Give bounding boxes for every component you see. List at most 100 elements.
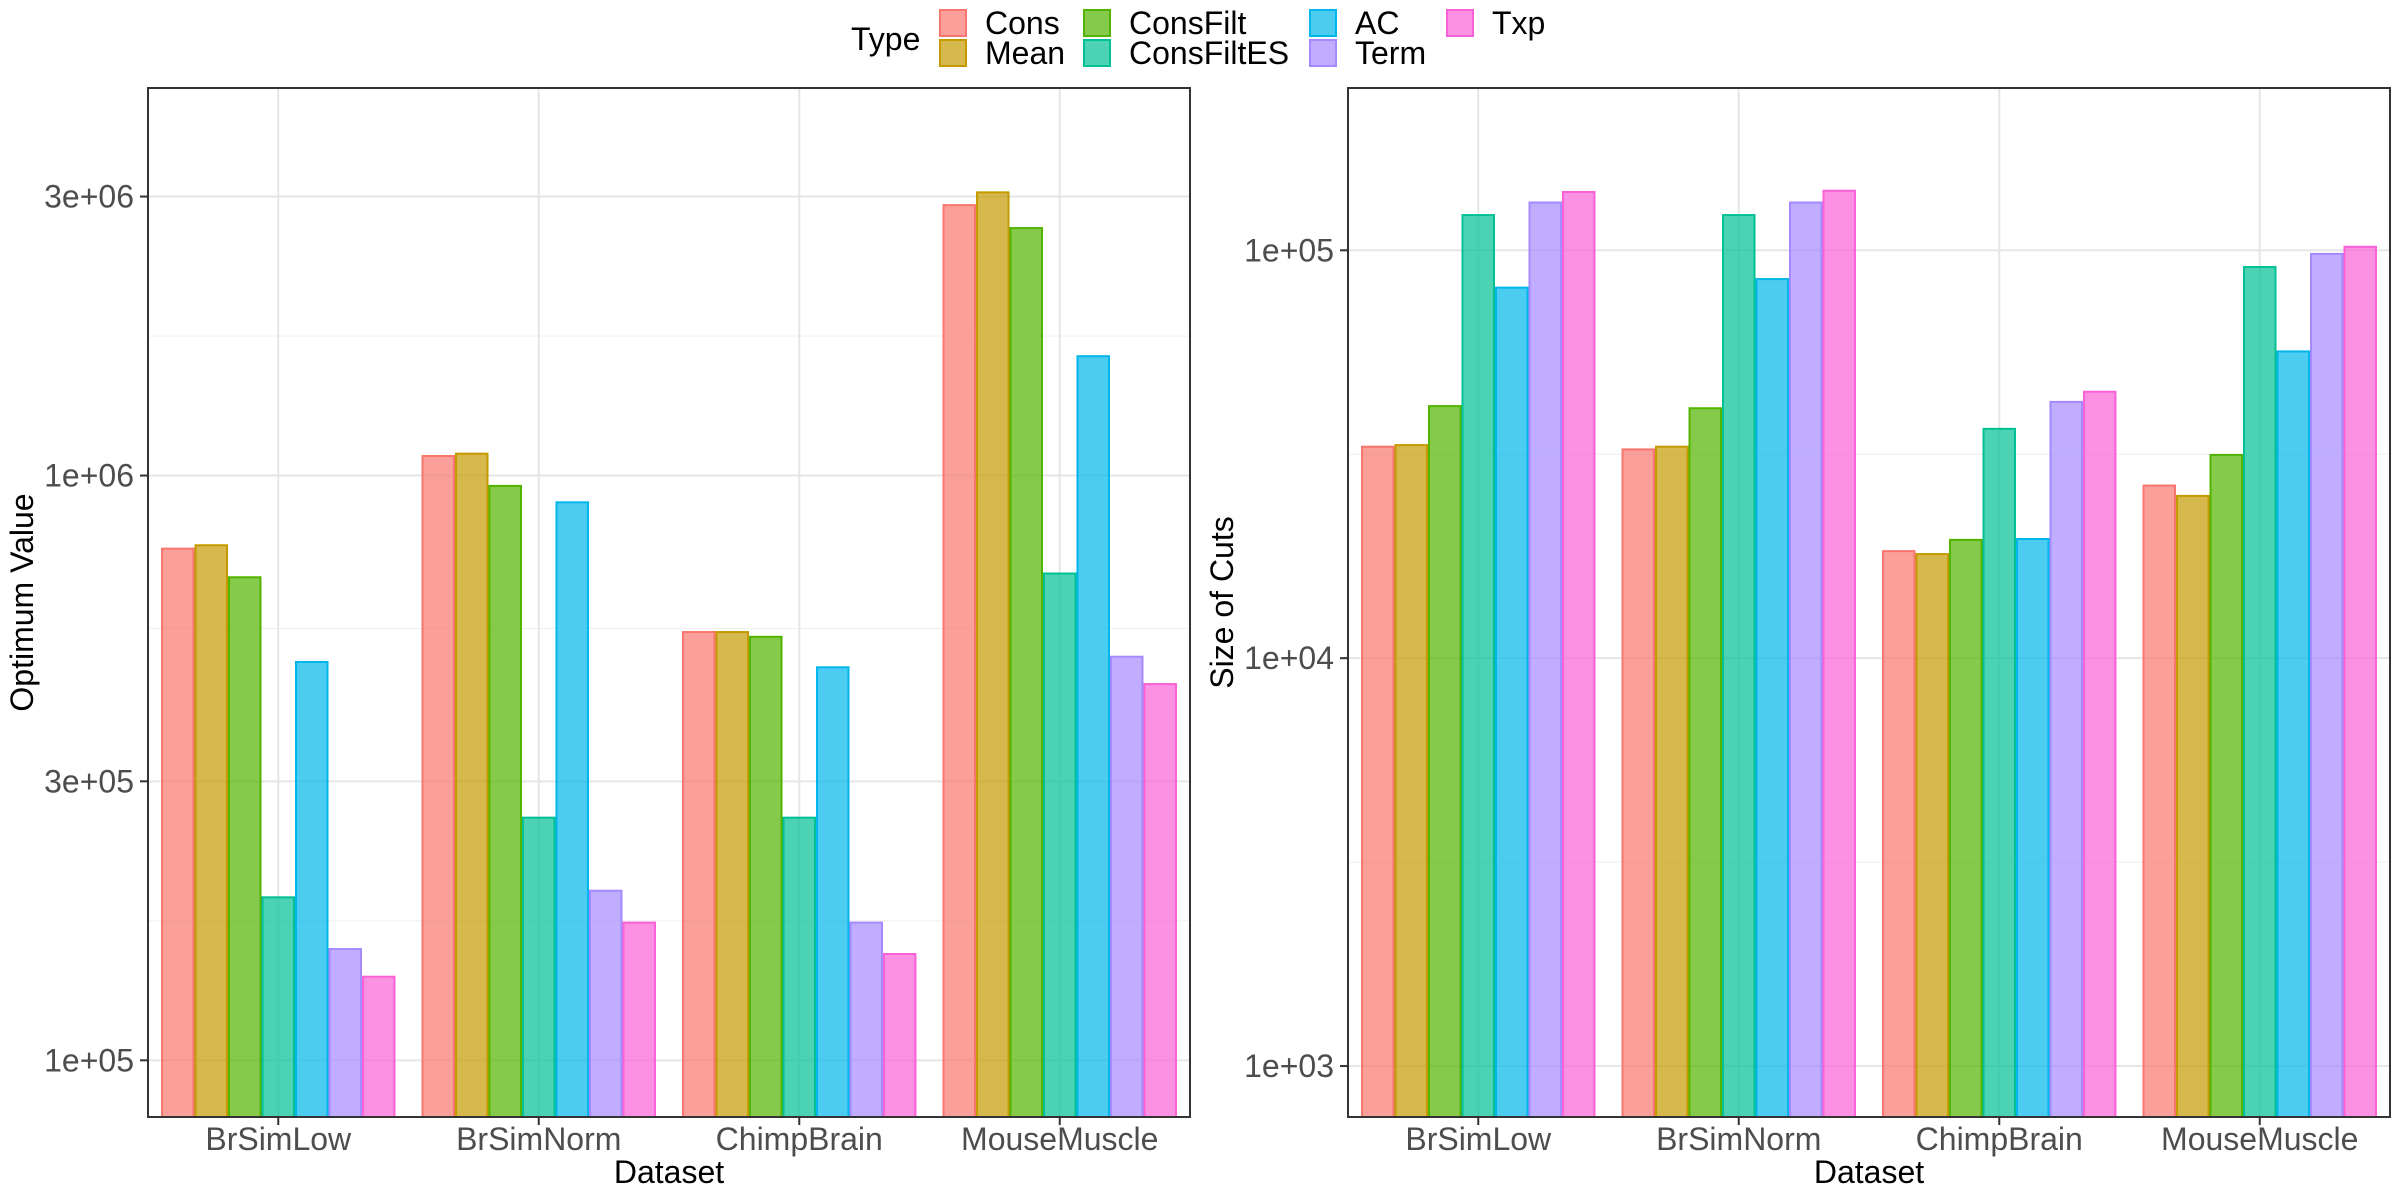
legend-swatch-term: [1309, 39, 1337, 67]
bar-txp-brsimlow: [1561, 190, 1596, 1118]
bar-term-mousemuscle: [2309, 252, 2344, 1118]
bar-ac-brsimlow: [1494, 286, 1529, 1118]
y-axis-title: Size of Cuts: [1204, 516, 1240, 689]
legend-swatch-cons: [939, 9, 967, 37]
bar-consfiltes-chimpbrain: [782, 816, 816, 1118]
legend-swatch-txp: [1446, 9, 1474, 37]
bar-mean-mousemuscle: [976, 191, 1010, 1118]
bar-ac-chimpbrain: [2015, 537, 2050, 1118]
bar-consfiltes-mousemuscle: [1043, 572, 1077, 1118]
bar-cons-brsimlow: [1361, 445, 1395, 1119]
legend-label-txp: Txp: [1492, 5, 1545, 41]
bar-mean-brsimnorm: [455, 452, 489, 1118]
legend-label-consfilt: ConsFilt: [1129, 5, 1246, 41]
x-tick-label: BrSimLow: [1405, 1121, 1552, 1157]
bar-consfilt-brsimlow: [1428, 405, 1462, 1119]
y-tick-label: 1e+05: [1244, 232, 1334, 268]
y-tick-label: 1e+04: [1244, 640, 1334, 676]
y-tick-label: 1e+03: [1244, 1048, 1334, 1084]
bar-txp-chimpbrain: [882, 952, 917, 1118]
x-tick-label: BrSimNorm: [1656, 1121, 1821, 1157]
bar-ac-brsimnorm: [1755, 278, 1789, 1118]
legend-item-consfilt: ConsFilt: [1083, 5, 1246, 41]
bar-consfiltes-brsimlow: [261, 896, 295, 1118]
bar-term-chimpbrain: [849, 921, 883, 1119]
y-tick-label: 3e+05: [44, 763, 134, 799]
legend-swatch-mean: [939, 39, 967, 67]
bar-txp-chimpbrain: [2082, 390, 2117, 1118]
bar-term-brsimnorm: [1788, 201, 1823, 1118]
bar-txp-brsimnorm: [1822, 189, 1856, 1119]
bar-term-brsimnorm: [588, 889, 623, 1119]
bar-consfilt-mousemuscle: [1009, 227, 1044, 1119]
bar-cons-mousemuscle: [942, 204, 977, 1118]
bar-consfilt-chimpbrain: [749, 635, 783, 1118]
bar-mean-brsimlow: [194, 544, 229, 1118]
bar-consfiltes-chimpbrain: [1982, 427, 2016, 1118]
legend-item-txp: Txp: [1446, 5, 1545, 41]
x-tick-label: BrSimLow: [205, 1121, 352, 1157]
bar-cons-brsimnorm: [421, 455, 456, 1119]
x-tick-label: ChimpBrain: [716, 1121, 883, 1157]
bar-consfilt-brsimlow: [228, 576, 262, 1118]
legend-label-ac: AC: [1355, 5, 1399, 41]
bar-cons-mousemuscle: [2142, 484, 2177, 1118]
legend-label-mean: Mean: [985, 35, 1065, 71]
legend-swatch-consfilt: [1083, 9, 1111, 37]
size-of-cuts-chart: 1e+03 1e+04 1e+05 BrSimLow BrSimNorm ChimpBra…: [1204, 87, 2391, 1190]
y-axis-title: Optimum Value: [4, 493, 40, 711]
bar-mean-brsimnorm: [1655, 445, 1689, 1119]
bar-txp-mousemuscle: [1143, 683, 1177, 1119]
bar-consfilt-chimpbrain: [1949, 538, 1983, 1118]
legend-item-ac: AC: [1309, 5, 1399, 41]
x-axis-title: Dataset: [1814, 1154, 1924, 1190]
bar-ac-brsimlow: [294, 660, 329, 1119]
x-tick-label: MouseMuscle: [2161, 1121, 2358, 1157]
legend-label-cons: Cons: [985, 5, 1060, 41]
y-tick-label: 1e+06: [44, 458, 134, 494]
bar-ac-chimpbrain: [815, 666, 850, 1118]
bar-cons-chimpbrain: [1882, 550, 1916, 1118]
bar-ac-mousemuscle: [1076, 355, 1110, 1119]
bar-mean-chimpbrain: [715, 631, 750, 1118]
panel-border: [1347, 87, 2391, 1118]
optimum-value-chart: 1e+05 3e+05 1e+06 3e+06 BrSimLow BrSimNorm Chi…: [4, 87, 1191, 1190]
bar-term-brsimlow: [1528, 201, 1562, 1118]
bar-consfilt-mousemuscle: [2209, 453, 2244, 1119]
legend-label-consfiltes: ConsFiltES: [1129, 35, 1289, 71]
bar-term-chimpbrain: [2049, 400, 2083, 1118]
bar-consfiltes-mousemuscle: [2243, 266, 2277, 1118]
x-axis-title: Dataset: [614, 1154, 724, 1190]
bar-term-mousemuscle: [1109, 655, 1144, 1119]
bar-cons-brsimnorm: [1621, 448, 1656, 1118]
bar-txp-brsimlow: [361, 975, 396, 1118]
bar-consfiltes-brsimlow: [1461, 214, 1495, 1119]
bar-consfiltes-brsimnorm: [1722, 214, 1756, 1119]
legend-item-cons: Cons: [939, 5, 1060, 41]
x-tick-label: MouseMuscle: [961, 1121, 1158, 1157]
x-tick-label: ChimpBrain: [1916, 1121, 2083, 1157]
bar-txp-mousemuscle: [2343, 245, 2377, 1119]
bar-consfiltes-brsimnorm: [522, 816, 556, 1118]
legend-swatch-consfiltes: [1083, 39, 1111, 67]
bar-mean-mousemuscle: [2176, 494, 2210, 1118]
legend-item-consfiltes: ConsFiltES: [1083, 35, 1289, 71]
bar-term-brsimlow: [328, 948, 362, 1119]
panel-border: [147, 87, 1191, 1118]
legend-label-term: Term: [1355, 35, 1426, 71]
legend-swatch-ac: [1309, 9, 1337, 37]
bar-ac-mousemuscle: [2276, 350, 2310, 1118]
bar-mean-chimpbrain: [1915, 553, 1950, 1118]
bar-cons-chimpbrain: [682, 631, 716, 1118]
bar-ac-brsimnorm: [555, 501, 589, 1118]
bar-cons-brsimlow: [161, 547, 195, 1118]
bar-consfilt-brsimnorm: [488, 484, 523, 1118]
bar-mean-brsimlow: [1394, 444, 1429, 1118]
y-tick-label: 3e+06: [44, 179, 134, 215]
y-tick-label: 1e+05: [44, 1042, 134, 1078]
legend-title: Type: [851, 21, 920, 57]
legend-item-mean: Mean: [939, 35, 1065, 71]
bar-txp-brsimnorm: [622, 921, 656, 1119]
